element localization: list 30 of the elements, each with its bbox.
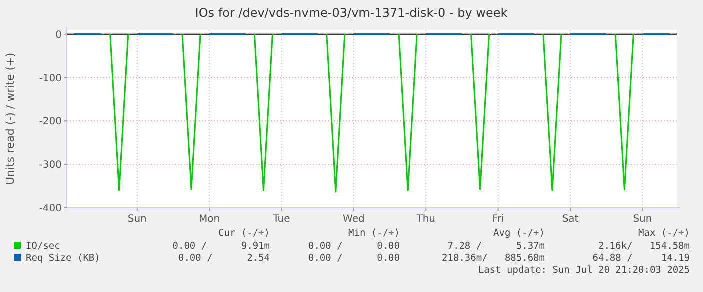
x-tick-label: Sun <box>633 214 652 225</box>
x-tick-label: Wed <box>343 214 365 225</box>
x-tick-label: Fri <box>492 214 504 225</box>
text: 218.36m/ 885.68m <box>442 253 546 264</box>
text: Max (-/+) <box>638 228 690 239</box>
y-tick-label: -300 <box>39 160 62 172</box>
text: 0.00 / 0.00 <box>308 253 400 264</box>
legend-label: IO/sec <box>26 241 60 252</box>
x-tick-label: Sat <box>562 214 579 225</box>
text: 0.00 / 9.91m <box>172 241 270 252</box>
y-tick-label: -400 <box>39 204 62 214</box>
y-tick-label: -200 <box>39 116 62 128</box>
text: Last update: Sun Jul 20 21:20:03 2025 <box>478 265 690 276</box>
y-tick-label: 0 <box>56 30 62 41</box>
text: 2.16k/ 154.58m <box>598 241 690 252</box>
x-tick-label: Thu <box>416 214 436 225</box>
legend-label: Req Size (KB) <box>26 253 100 264</box>
x-tick-label: Tue <box>272 214 290 225</box>
text: Cur (-/+) <box>218 228 270 239</box>
text: Avg (-/+) <box>494 228 545 239</box>
y-tick-label: -100 <box>39 73 62 84</box>
text: 64.88 / 14.19 <box>592 253 690 264</box>
chart-title: IOs for /dev/vds-nvme-03/vm-1371-disk-0 - by week <box>195 6 508 20</box>
text: 7.28 / 5.37m <box>448 241 546 252</box>
text: 0.00 / 2.54 <box>178 253 270 264</box>
text: 0.00 / 0.00 <box>308 241 400 252</box>
text: Min (-/+) <box>348 228 400 239</box>
x-tick-label: Mon <box>199 214 220 225</box>
y-axis-title: Units read (-) / write (+) <box>4 52 17 186</box>
x-tick-label: Sun <box>128 214 147 225</box>
